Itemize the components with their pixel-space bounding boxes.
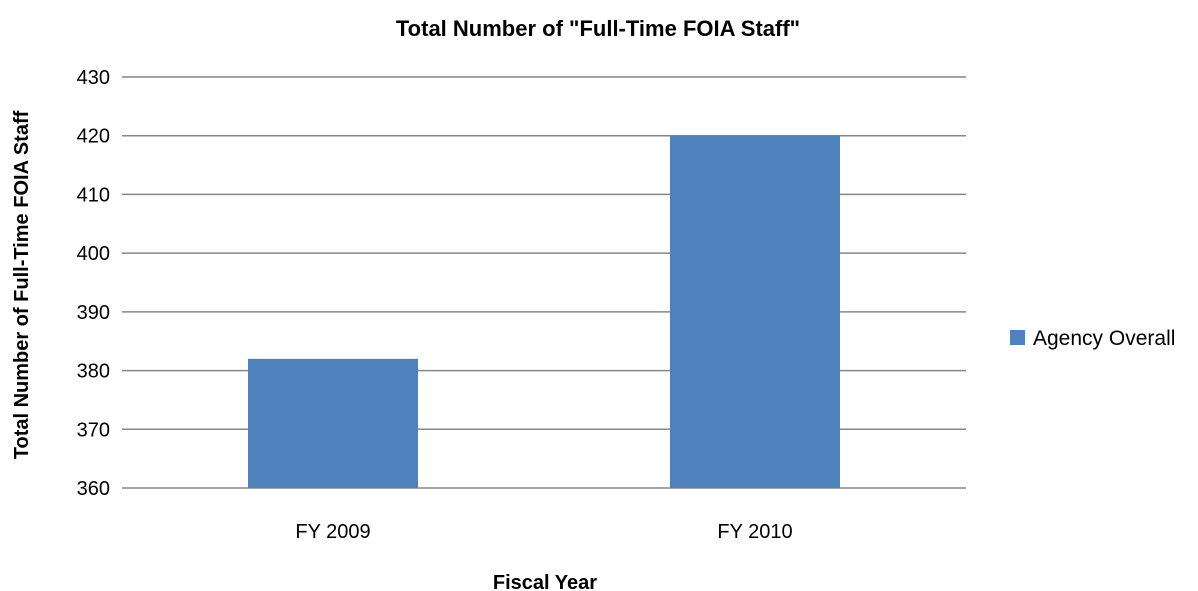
y-tick-label: 360 bbox=[77, 478, 110, 500]
y-tick-label: 390 bbox=[77, 302, 110, 324]
y-axis-title: Total Number of Full-Time FOIA Staff bbox=[11, 110, 33, 459]
x-axis-tick-labels: FY 2009 FY 2010 bbox=[295, 521, 792, 543]
y-tick-label: 430 bbox=[77, 67, 110, 89]
legend: Agency Overall bbox=[1010, 327, 1175, 350]
legend-label: Agency Overall bbox=[1033, 327, 1175, 350]
y-tick-label: 380 bbox=[77, 361, 110, 383]
bar-fy-2009 bbox=[248, 358, 418, 488]
y-axis-tick-labels: 360 370 380 390 400 410 420 430 bbox=[77, 67, 110, 500]
x-axis-title: Fiscal Year bbox=[493, 572, 597, 591]
bars bbox=[248, 135, 840, 488]
y-tick-label: 370 bbox=[77, 419, 110, 441]
x-tick-label: FY 2010 bbox=[717, 521, 792, 543]
bar-fy-2010 bbox=[670, 135, 840, 488]
x-tick-label: FY 2009 bbox=[295, 521, 370, 543]
chart-title: Total Number of "Full-Time FOIA Staff" bbox=[396, 16, 800, 41]
y-tick-label: 400 bbox=[77, 243, 110, 265]
y-tick-label: 410 bbox=[77, 184, 110, 206]
legend-swatch bbox=[1010, 330, 1025, 345]
y-tick-label: 420 bbox=[77, 126, 110, 148]
